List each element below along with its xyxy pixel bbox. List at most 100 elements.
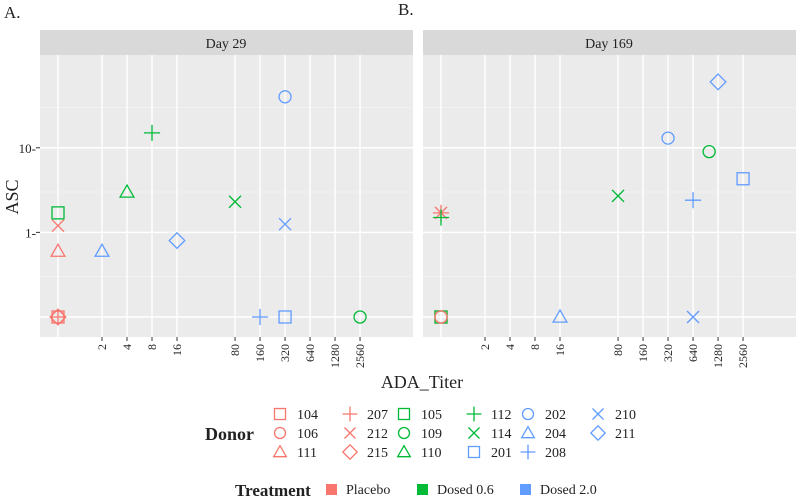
x-tick-label: 2560 [353,344,367,368]
x-tick-label: 2 [478,344,492,350]
x-tick-label: 1280 [711,344,725,368]
y-axis: 1- 10- [19,141,40,240]
donor-legend-key-211 [589,424,607,442]
donor-legend-label: 110 [421,446,441,461]
donor-legend-label: 105 [421,408,442,423]
treatment-legend-title: Treatment [235,481,311,499]
point-donor-106 [434,310,448,324]
points-day-29 [49,90,367,326]
gridlines-day-29 [40,55,413,337]
donor-legend-label: 114 [491,427,511,442]
point-donor-112 [432,209,450,226]
donor-legend-label: 215 [367,446,388,461]
strip-day-169 [423,30,796,55]
treatment-legend-label: Placebo [346,483,390,498]
donor-legend-key-105 [397,407,411,421]
treatment-legend-swatch [326,484,337,495]
point-donor-114 [611,189,625,203]
treatment-legend-swatch [520,484,531,495]
point-donor-211 [709,73,727,91]
donor-legend-label: 202 [545,408,566,423]
point-donor-201 [736,172,750,186]
donor-legend-key-114 [468,427,480,439]
donor-legend-label: 211 [615,427,635,442]
x-tick-label: 320 [278,344,292,362]
x-tick-label: 2560 [736,344,750,368]
x-tick-label: 80 [611,344,625,356]
point-donor-207 [49,308,67,326]
x-tick-label: 160 [253,344,267,362]
donor-legend-label: 210 [615,408,636,423]
donor-legend-label: 207 [367,408,388,423]
point-donor-210 [686,310,700,324]
point-donor-210 [278,217,292,231]
donor-legend-key-109 [397,426,411,440]
donor-legend-key-201 [467,445,481,459]
donor-legend-label: 208 [545,446,566,461]
point-donor-202 [661,131,675,145]
point-donor-109 [702,144,716,159]
panel-letter-b: B. [398,0,414,19]
plot-area-day-29 [40,55,413,337]
x-tick-label: 4 [503,344,517,350]
point-donor-208 [684,192,702,209]
donor-legend-key-204 [520,425,536,439]
point-donor-212 [51,219,65,233]
strip-day-29 [40,30,413,55]
donor-legend-label: 201 [491,446,512,461]
donor-legend-key-210 [592,408,604,420]
x-tick-label: 640 [686,344,700,362]
x-tick-label: 320 [661,344,675,362]
donor-legend-label: 106 [297,427,318,442]
point-donor-204 [93,242,111,257]
x-tick-label: 160 [636,344,650,362]
point-donor-211 [168,231,186,250]
donor-legend-key-110 [396,444,412,458]
treatment-legend-label: Dosed 2.0 [540,483,597,498]
point-donor-202 [278,90,292,104]
donor-legend-label: 111 [297,446,317,461]
donor-legend-key-111 [272,444,288,458]
donor-legend: Donor 104 106 111 207 212 215 105 109 110 112 114 2… [205,406,636,461]
y-axis-title: ASC [2,179,22,214]
point-donor-105 [51,206,65,220]
x-ticks-day-29: 2 4 8 16 80 160 320 640 1280 2560 [95,337,367,368]
donor-legend-key-212 [344,427,356,439]
donor-legend-label: 104 [297,408,318,423]
point-donor-215 [49,308,67,326]
x-tick-label: 8 [528,344,542,350]
donor-legend-key-208 [520,444,536,460]
x-tick-label: 16 [170,344,184,356]
point-donor-208 [251,308,269,326]
point-donor-114 [228,195,242,209]
donor-legend-key-207 [342,406,358,422]
treatment-legend-swatch [417,484,428,495]
x-tick-label: 640 [303,344,317,362]
panel-day-169: B. Day 169 2 4 8 16 80 160 320 640 1280 2560 [398,0,796,368]
plot-area-day-169 [423,55,796,337]
point-donor-112 [143,124,161,141]
x-axis-title: ADA_Titer [381,372,463,392]
donor-legend-label: 112 [491,408,511,423]
point-donor-204 [551,308,569,323]
point-donor-111 [49,242,67,257]
x-ticks-day-169: 2 4 8 16 80 160 320 640 1280 2560 [478,337,750,368]
point-donor-110 [118,183,136,198]
donor-legend-key-215 [341,443,359,461]
x-tick-label: 2 [95,344,109,350]
x-tick-label: 4 [120,344,134,350]
donor-legend-label: 204 [545,427,566,442]
donor-legend-key-202 [521,407,535,421]
y-tick-label: 1- [25,225,36,240]
points-day-169 [432,73,750,324]
donor-legend-key-104 [273,407,287,421]
x-tick-label: 16 [553,344,567,356]
strip-label-day-169: Day 169 [585,37,633,52]
donor-legend-key-106 [273,426,287,440]
x-tick-label: 8 [145,344,159,350]
point-donor-109 [353,310,367,324]
treatment-legend-label: Dosed 0.6 [437,483,494,498]
x-tick-label: 1280 [328,344,342,368]
x-tick-label: 80 [228,344,242,356]
